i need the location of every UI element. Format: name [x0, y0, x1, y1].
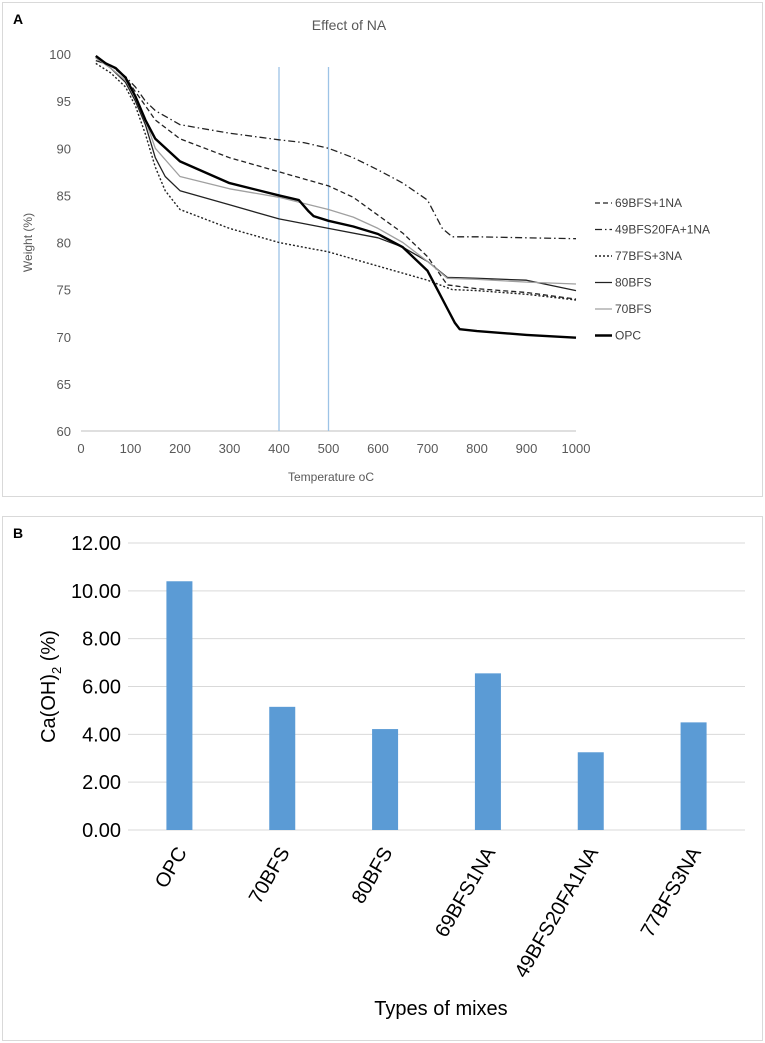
y-tick-label: 8.00	[82, 629, 121, 651]
caoh2-bar-chart: 0.00 2.00 4.00 6.00 8.00 10.00 12.00 OPC 70BFS 80…	[38, 533, 745, 1020]
series-line-77BFS+3NA	[95, 62, 577, 301]
x-tick-label: 70BFS	[245, 844, 295, 908]
bar-OPC	[166, 581, 193, 830]
y-tick-label: 10.00	[71, 581, 121, 603]
y-tick-label: 6.00	[82, 677, 121, 699]
x-tick-label: OPC	[151, 844, 192, 893]
y-axis-label-main: Ca(OH)	[38, 674, 60, 743]
y-tick-label: 70	[57, 330, 71, 345]
x-tick-label: 300	[219, 441, 241, 456]
y-tick-label: 95	[57, 94, 71, 109]
x-tick-label: 900	[516, 441, 538, 456]
y-tick-label: 4.00	[82, 724, 121, 746]
legend-label: 80BFS	[615, 276, 652, 290]
y-tick-label: 12.00	[71, 533, 121, 555]
bar-69BFS1NA	[474, 673, 501, 830]
series-line-80BFS	[95, 57, 577, 292]
y-axis-label-subscript: 2	[49, 667, 64, 674]
y-axis-label-unit: (%)	[38, 630, 60, 667]
series-line-OPC	[95, 54, 577, 339]
x-axis-label: Types of mixes	[374, 998, 507, 1020]
bar-80BFS	[372, 729, 399, 830]
legend-label: 70BFS	[615, 302, 652, 316]
panel-b: B 0.00 2.00 4.00 6.00 8.00 10.00 12.00 OPC 70BFS…	[2, 516, 763, 1041]
legend-label: OPC	[615, 329, 641, 343]
bar-70BFS	[269, 706, 296, 830]
y-tick-label: 0.00	[82, 820, 121, 842]
bar-77BFS3NA	[680, 722, 707, 830]
panel-a-label: A	[13, 11, 24, 27]
y-tick-label: 75	[57, 283, 71, 298]
legend-label: 49BFS20FA+1NA	[615, 223, 710, 237]
x-tick-label: 77BFS3NA	[637, 843, 706, 941]
y-tick-label: 90	[57, 141, 71, 156]
x-tick-label: 100	[120, 441, 142, 456]
x-tick-label: 500	[318, 441, 340, 456]
y-axis-label: Ca(OH)2 (%)	[38, 630, 64, 743]
y-tick-label: 100	[49, 47, 71, 62]
x-tick-label: 600	[367, 441, 389, 456]
x-tick-label: 49BFS20FA1NA	[511, 843, 604, 982]
legend-label: 69BFS+1NA	[615, 196, 682, 210]
panel-a: A Effect of NA 60 65 70 75 80 85 90 95 100 0 100 200…	[2, 2, 763, 497]
chart-title: Effect of NA	[312, 17, 387, 33]
y-tick-label: 65	[57, 377, 71, 392]
y-tick-label: 85	[57, 188, 71, 203]
x-tick-label: 700	[417, 441, 439, 456]
y-tick-label: 2.00	[82, 772, 121, 794]
x-tick-label: 69BFS1NA	[431, 843, 500, 941]
panel-b-label: B	[13, 525, 24, 541]
x-tick-label: 0	[77, 441, 84, 456]
x-tick-label: 400	[268, 441, 290, 456]
y-tick-label: 60	[57, 424, 71, 439]
x-tick-label: 80BFS	[348, 844, 398, 908]
x-axis-label: Temperature oC	[288, 470, 374, 484]
legend-label: 77BFS+3NA	[615, 249, 682, 263]
y-axis-label: Weight (%)	[21, 213, 35, 272]
y-tick-label: 80	[57, 236, 71, 251]
x-tick-label: 200	[169, 441, 191, 456]
x-tick-label: 800	[466, 441, 488, 456]
bar-49BFS20FA1NA	[577, 752, 604, 830]
x-tick-label: 1000	[562, 441, 591, 456]
series-line-70BFS	[95, 57, 577, 285]
series-line-69BFS+1NA	[95, 57, 577, 300]
